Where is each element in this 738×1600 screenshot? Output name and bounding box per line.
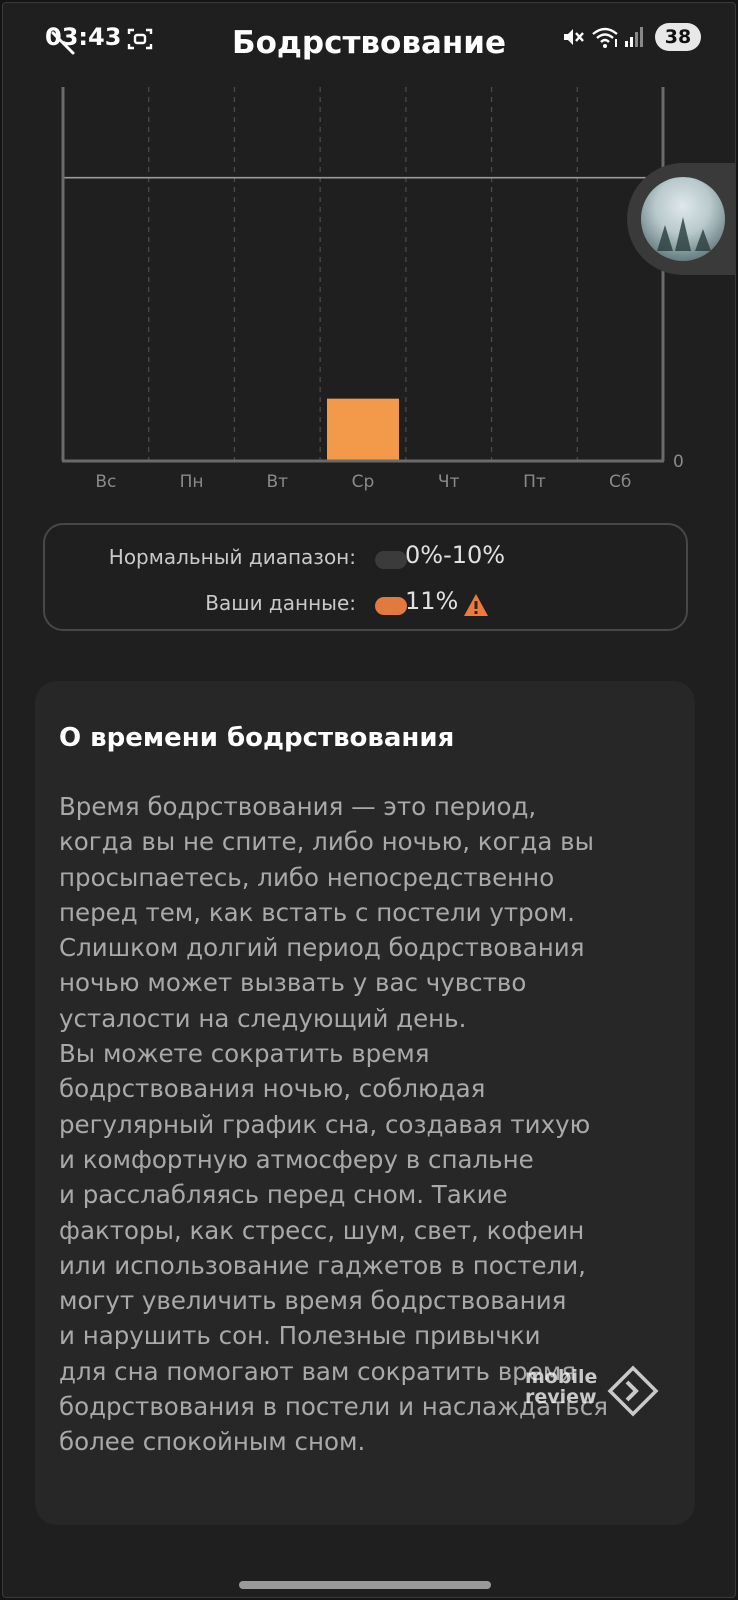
info-card: О времени бодрствования Время бодрствова… <box>35 681 695 1525</box>
x-tick-label: Пт <box>523 472 546 492</box>
info-text: Время бодрствования — это период, когда … <box>59 792 608 1457</box>
legend-normal-value: 0%-10% <box>405 541 506 569</box>
mute-icon <box>564 29 584 45</box>
warning-icon <box>464 594 488 616</box>
weekly-chart: Вс Пн Вт Ср Чт Пт Сб 0 <box>3 83 735 503</box>
battery-level: 38 <box>655 23 701 51</box>
page-title: Бодрствование <box>231 25 507 61</box>
legend-yours-swatch <box>375 597 407 615</box>
watermark-diamond-icon <box>607 1365 659 1417</box>
watermark-logo: mobile review <box>525 1365 665 1421</box>
back-arrow-icon[interactable] <box>47 27 81 61</box>
x-tick-label: Вс <box>95 472 116 492</box>
legend-box: Нормальный диапазон: 0%-10% Ваши данные:… <box>43 523 688 631</box>
bubble-image <box>641 177 725 261</box>
x-tick-label: Ср <box>352 472 375 492</box>
legend-yours-value: 11% <box>405 587 459 615</box>
legend-normal-label: Нормальный диапазон: <box>108 545 356 569</box>
legend-normal-row: Нормальный диапазон: 0%-10% <box>45 539 686 575</box>
signal-icon <box>625 27 643 47</box>
screen-record-icon <box>127 28 153 50</box>
legend-yours-label: Ваши данные: <box>205 591 356 615</box>
legend-normal-swatch <box>375 551 407 569</box>
x-tick-label: Сб <box>609 472 631 492</box>
legend-yours-row: Ваши данные: 11% <box>45 585 686 621</box>
bar-Ср <box>327 398 399 461</box>
x-tick-label: Чт <box>438 472 460 492</box>
y-tick-label: 0 <box>673 452 684 472</box>
info-title: О времени бодрствования <box>59 723 455 753</box>
x-tick-label: Пн <box>180 472 204 492</box>
watermark-line1: mobile <box>525 1366 598 1388</box>
x-tick-label: Вт <box>266 472 288 492</box>
chart-svg: Вс Пн Вт Ср Чт Пт Сб 0 <box>61 87 684 492</box>
home-indicator[interactable] <box>239 1581 491 1589</box>
watermark-line2: review <box>525 1386 597 1408</box>
floating-bubble[interactable] <box>627 163 735 275</box>
watermark-text: mobile review <box>525 1367 597 1407</box>
wifi-icon <box>592 27 618 48</box>
